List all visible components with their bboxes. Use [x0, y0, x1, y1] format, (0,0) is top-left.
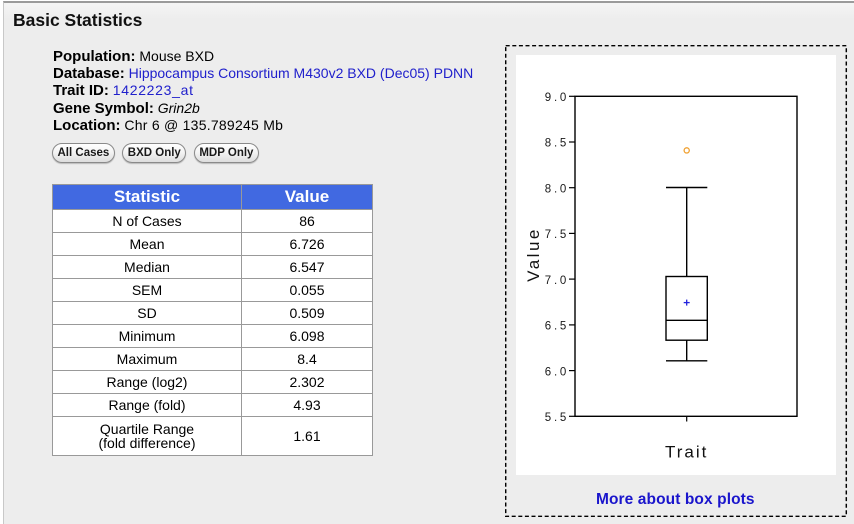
svg-text:Value: Value: [524, 227, 543, 282]
svg-text:7.0: 7.0: [545, 275, 567, 287]
svg-text:8.5: 8.5: [545, 138, 567, 150]
svg-text:6.5: 6.5: [545, 321, 567, 333]
svg-text:7.5: 7.5: [545, 229, 567, 241]
svg-text:Trait: Trait: [665, 443, 708, 462]
svg-text:8.0: 8.0: [545, 183, 567, 195]
svg-text:6.0: 6.0: [545, 366, 567, 378]
svg-text:More about box plots: More about box plots: [596, 491, 755, 508]
svg-text:9.0: 9.0: [545, 92, 567, 104]
svg-text:5.5: 5.5: [545, 412, 567, 424]
